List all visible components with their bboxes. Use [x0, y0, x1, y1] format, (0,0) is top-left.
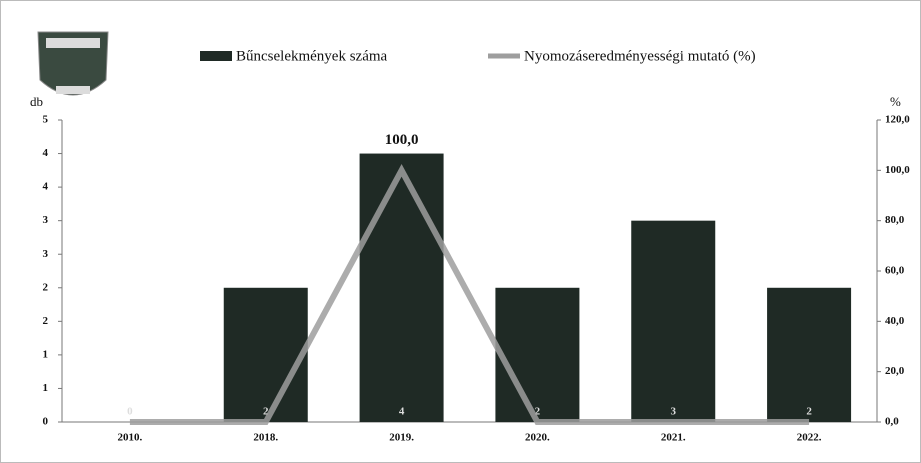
x-tick-label: 2020. — [525, 432, 550, 444]
bar-value-label: 0 — [127, 406, 133, 418]
bar — [631, 220, 716, 422]
y-tick-label: 3 — [43, 214, 49, 226]
y2-tick-label: 100,0 — [885, 164, 910, 176]
y-axis-title: db — [30, 94, 43, 109]
bar-value-label: 2 — [535, 406, 541, 418]
y-tick-label: 4 — [43, 147, 49, 159]
y2-tick-label: 60,0 — [885, 265, 905, 277]
legend-label: Nyomozáseredményességi mutató (%) — [524, 48, 756, 64]
bar-value-label: 3 — [671, 406, 677, 418]
x-tick-label: 2010. — [118, 432, 143, 444]
y-tick-label: 2 — [43, 281, 49, 293]
bar — [767, 287, 852, 422]
bar — [359, 153, 444, 423]
y2-tick-label: 80,0 — [885, 214, 905, 226]
legend-label: Bűncselekmények száma — [236, 48, 388, 64]
bar — [495, 287, 580, 422]
y-tick-label: 1 — [43, 348, 49, 360]
y2-tick-label: 20,0 — [885, 365, 905, 377]
y2-axis-title: % — [890, 94, 901, 109]
x-tick-label: 2019. — [389, 432, 414, 444]
y-tick-label: 1 — [43, 382, 49, 394]
line-value-label: 100,0 — [385, 132, 419, 148]
bar-value-label: 2 — [806, 406, 812, 418]
y-tick-label: 2 — [43, 315, 49, 327]
y2-tick-label: 40,0 — [885, 315, 905, 327]
bar — [223, 287, 308, 422]
line — [129, 164, 810, 425]
y-tick-label: 4 — [43, 181, 49, 193]
y-tick-label: 0 — [43, 416, 49, 428]
y2-tick-label: 0,0 — [885, 416, 899, 428]
y-tick-label: 5 — [43, 114, 49, 126]
x-tick-label: 2018. — [253, 432, 278, 444]
legend-swatch — [200, 51, 232, 61]
y2-tick-label: 120,0 — [885, 114, 910, 126]
y-tick-label: 3 — [43, 248, 49, 260]
x-tick-label: 2022. — [797, 432, 822, 444]
bar-value-label: 4 — [399, 406, 405, 418]
bar-value-label: 2 — [263, 406, 269, 418]
logo — [37, 31, 109, 96]
x-tick-label: 2021. — [661, 432, 686, 444]
